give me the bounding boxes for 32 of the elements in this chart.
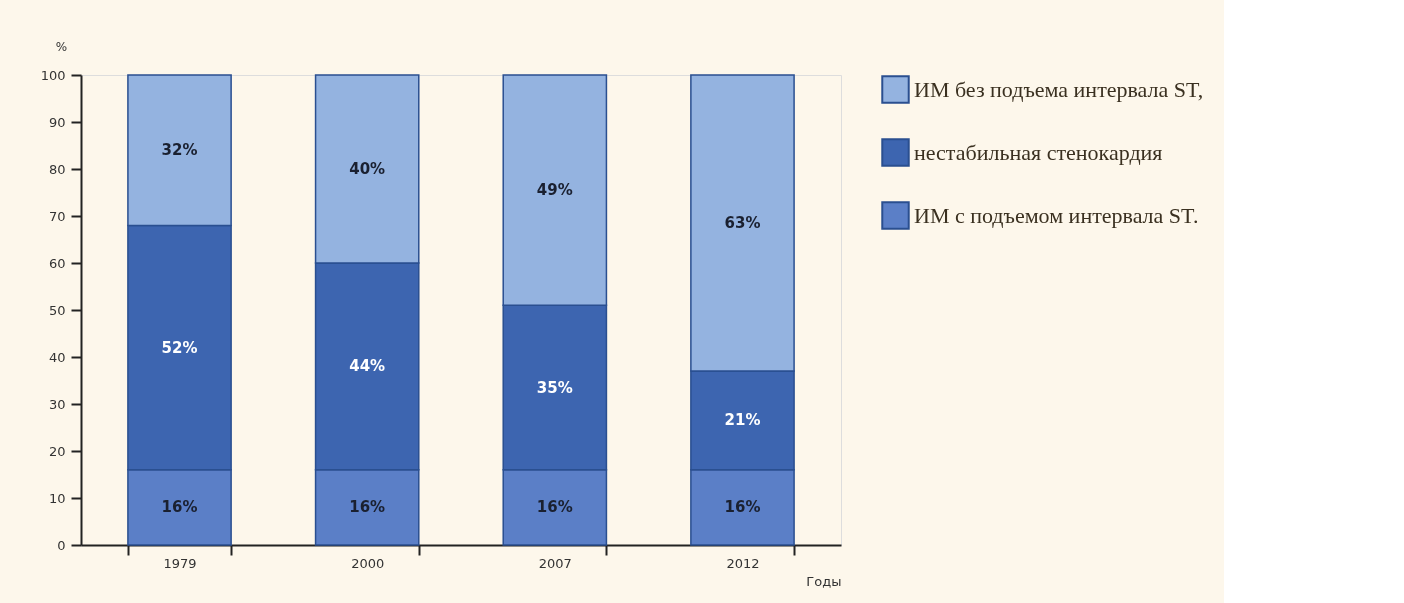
- data-label: 40%: [349, 160, 386, 178]
- y-axis-title: %: [55, 39, 68, 54]
- y-tick-label: 60: [48, 255, 66, 271]
- x-axis-title: Годы: [806, 573, 842, 589]
- y-tick-label: 0: [57, 537, 66, 553]
- legend-label: ИМ с подъемом интервала ST.: [914, 202, 1199, 228]
- data-label: 63%: [724, 214, 761, 233]
- data-label: 52%: [161, 338, 198, 357]
- y-tick-label: 50: [48, 302, 66, 318]
- data-label: 16%: [724, 498, 761, 517]
- y-tick-label: 10: [48, 490, 66, 506]
- data-label: 49%: [536, 181, 573, 200]
- data-label: 21%: [724, 411, 761, 430]
- y-tick-label: 30: [48, 396, 66, 412]
- x-tick-label: 2012: [726, 555, 760, 571]
- y-tick-label: 20: [48, 443, 66, 459]
- y-tick-label: 40: [48, 349, 66, 365]
- y-tick-label: 80: [48, 161, 66, 177]
- data-label: 16%: [349, 498, 386, 517]
- data-label: 16%: [161, 498, 198, 517]
- legend-label: нестабильная стенокардия: [914, 139, 1163, 165]
- y-tick-label: 100: [40, 67, 66, 83]
- x-tick-label: 1979: [163, 555, 197, 571]
- data-label: 44%: [349, 357, 386, 376]
- y-tick-label: 70: [48, 208, 66, 224]
- y-tick-label: 90: [48, 114, 66, 130]
- x-tick-label: 2007: [538, 555, 572, 571]
- data-label: 35%: [536, 378, 573, 397]
- x-tick-label: 2000: [351, 555, 385, 571]
- legend-label: ИМ без подъема интервала ST,: [914, 76, 1204, 102]
- data-label: 16%: [536, 498, 573, 517]
- data-label: 32%: [161, 141, 198, 160]
